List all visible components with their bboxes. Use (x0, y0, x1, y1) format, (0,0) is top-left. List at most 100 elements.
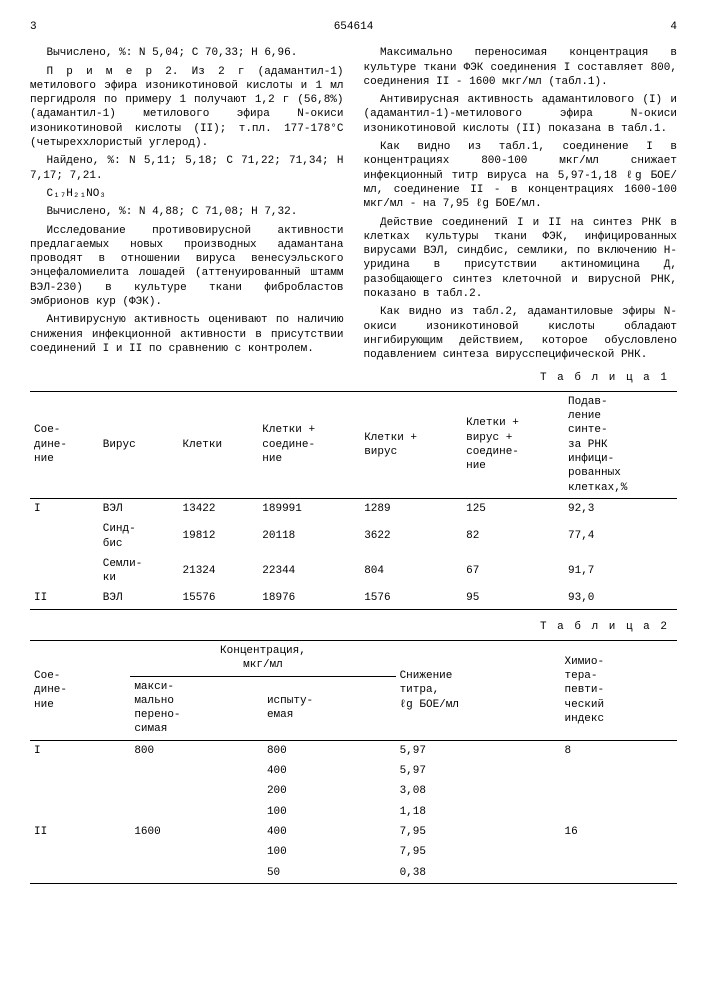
col-num-left: 3 (30, 20, 37, 34)
td: 82 (462, 519, 564, 554)
th: Сое- дине- ние (30, 391, 99, 498)
td: I (30, 498, 99, 519)
td: 100 (263, 802, 396, 822)
td (561, 842, 678, 862)
td: 0,38 (396, 863, 561, 884)
td: 67 (462, 554, 564, 589)
td (561, 781, 678, 801)
td: 22344 (258, 554, 360, 589)
table-row: I8008005,978 (30, 740, 677, 761)
td: 125 (462, 498, 564, 519)
td: 92,3 (564, 498, 677, 519)
th: испыту- емая (263, 676, 396, 740)
td: Синд- бис (99, 519, 179, 554)
table-row: 1007,95 (30, 842, 677, 862)
td: 15576 (179, 588, 259, 609)
td: 3,08 (396, 781, 561, 801)
para: Как видно из табл.1, соединение I в конц… (364, 140, 678, 211)
td (130, 761, 263, 781)
th: Клетки + вирус + соедине- ние (462, 391, 564, 498)
col-num-right: 4 (670, 20, 677, 34)
para: П р и м е р 2. Из 2 г (адамантил-1) мети… (30, 65, 344, 151)
table-row: IIВЭЛ155761897615769593,0 (30, 588, 677, 609)
td (130, 863, 263, 884)
th: Клетки (179, 391, 259, 498)
td: 800 (263, 740, 396, 761)
td (30, 842, 130, 862)
td: I (30, 740, 130, 761)
page-header: 3 654614 4 (30, 20, 677, 34)
th: Химио- тера- певти- ческий индекс (561, 640, 678, 740)
left-column: Вычислено, %: N 5,04; C 70,33; H 6,96. П… (30, 46, 344, 366)
table-2: Сое- дине- ние Концентрация, мкг/мл Сниж… (30, 640, 677, 884)
para: Антивирусная активность адамантилового (… (364, 93, 678, 136)
td: 16 (561, 822, 678, 842)
td: 400 (263, 822, 396, 842)
td: 93,0 (564, 588, 677, 609)
th: Сое- дине- ние (30, 640, 130, 740)
td (30, 802, 130, 822)
table1-title: Т а б л и ц а 1 (30, 371, 669, 385)
para: Исследование противовирусной активности … (30, 224, 344, 310)
para: Найдено, %: N 5,11; 5,18; C 71,22; 71,34… (30, 154, 344, 183)
th: Вирус (99, 391, 179, 498)
table-row: Семли- ки21324223448046791,7 (30, 554, 677, 589)
td (30, 781, 130, 801)
td: 1,18 (396, 802, 561, 822)
th: макси- мально перено- симая (130, 676, 263, 740)
td: ВЭЛ (99, 588, 179, 609)
td (30, 761, 130, 781)
td: 1600 (130, 822, 263, 842)
td: 7,95 (396, 842, 561, 862)
text-columns: Вычислено, %: N 5,04; C 70,33; H 6,96. П… (30, 46, 677, 366)
td: 800 (130, 740, 263, 761)
table-header-row: Сое- дине- ние Вирус Клетки Клетки + сое… (30, 391, 677, 498)
td: 8 (561, 740, 678, 761)
table-row: 2003,08 (30, 781, 677, 801)
td (130, 842, 263, 862)
td: 3622 (360, 519, 462, 554)
td (561, 863, 678, 884)
td (561, 802, 678, 822)
table-row: 500,38 (30, 863, 677, 884)
td (30, 554, 99, 589)
td (30, 519, 99, 554)
td: II (30, 822, 130, 842)
td: 50 (263, 863, 396, 884)
td: 77,4 (564, 519, 677, 554)
td: 18976 (258, 588, 360, 609)
td: 91,7 (564, 554, 677, 589)
td: II (30, 588, 99, 609)
td: 400 (263, 761, 396, 781)
td: ВЭЛ (99, 498, 179, 519)
td (130, 802, 263, 822)
td: 5,97 (396, 740, 561, 761)
table-row: 1001,18 (30, 802, 677, 822)
para: Вычислено, %: N 5,04; C 70,33; H 6,96. (30, 46, 344, 60)
td: 804 (360, 554, 462, 589)
para: Как видно из табл.2, адамантиловые эфиры… (364, 305, 678, 362)
doc-number: 654614 (334, 20, 374, 34)
td: 189991 (258, 498, 360, 519)
td: 1289 (360, 498, 462, 519)
table2-title: Т а б л и ц а 2 (30, 620, 669, 634)
table-1: Сое- дине- ние Вирус Клетки Клетки + сое… (30, 391, 677, 610)
td: 7,95 (396, 822, 561, 842)
td: 1576 (360, 588, 462, 609)
td (130, 781, 263, 801)
td: 20118 (258, 519, 360, 554)
td (561, 761, 678, 781)
formula: C₁₇H₂₁NO₃ (30, 187, 344, 201)
td: 19812 (179, 519, 259, 554)
th: Клетки + вирус (360, 391, 462, 498)
table-row: II16004007,9516 (30, 822, 677, 842)
td (30, 863, 130, 884)
table-row: 4005,97 (30, 761, 677, 781)
table-row: Синд- бис198122011836228277,4 (30, 519, 677, 554)
th: Концентрация, мкг/мл (130, 640, 395, 676)
td: 95 (462, 588, 564, 609)
th: Снижение титра, ℓg БОЕ/мл (396, 640, 561, 740)
para: Вычислено, %: N 4,88; C 71,08; H 7,32. (30, 205, 344, 219)
para: Антивирусную активность оценивают по нал… (30, 313, 344, 356)
th: Клетки + соедине- ние (258, 391, 360, 498)
